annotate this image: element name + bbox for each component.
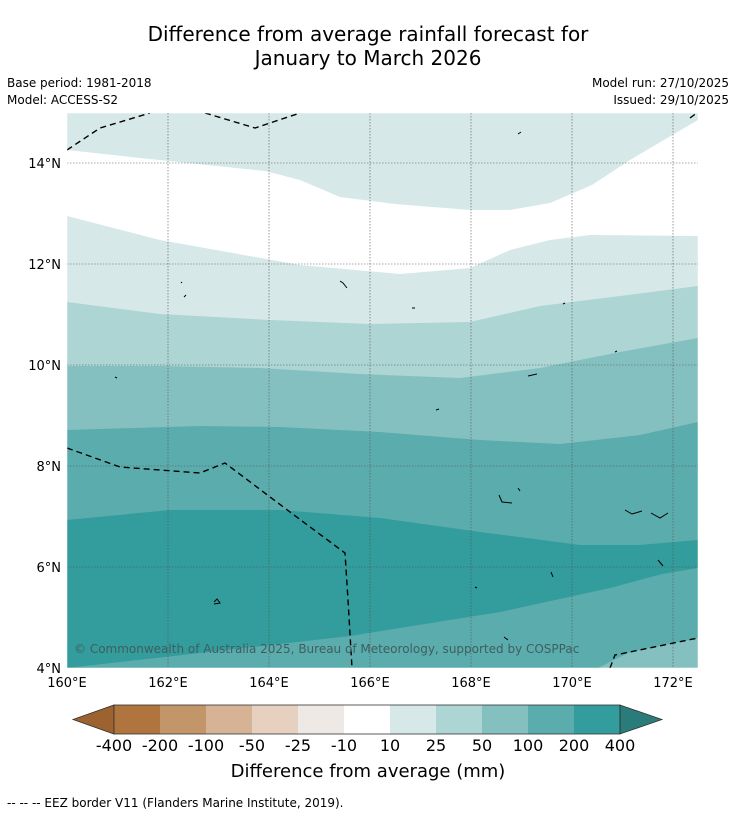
island xyxy=(650,512,669,519)
eez-borders xyxy=(67,113,698,668)
lon-tick-label: 172°E xyxy=(653,676,693,691)
island xyxy=(503,636,509,641)
colorbar-tick-label: -400 xyxy=(95,736,133,755)
island xyxy=(474,586,478,589)
colorbar-extend-high xyxy=(619,704,664,735)
issued-date: Issued: 29/10/2025 xyxy=(613,93,729,107)
island xyxy=(624,509,643,515)
lon-tick-label: 162°E xyxy=(148,676,188,691)
eez-border-west xyxy=(67,447,353,668)
eez-border-ne xyxy=(689,113,698,119)
colorbar-bin xyxy=(114,705,160,734)
island xyxy=(562,302,566,305)
island xyxy=(498,494,513,504)
colorbar xyxy=(71,704,664,735)
lat-tick-label: 12°N xyxy=(28,258,61,273)
colorbar-outline xyxy=(113,704,621,735)
islands xyxy=(114,131,669,641)
colorbar-title: Difference from average (mm) xyxy=(230,761,506,782)
eez-border-se xyxy=(609,637,698,668)
model-name: Model: ACCESS-S2 xyxy=(7,93,119,107)
lat-tick-label: 10°N xyxy=(28,359,61,374)
colorbar-bin xyxy=(482,705,528,734)
colorbar-bin xyxy=(160,705,206,734)
island xyxy=(183,294,187,298)
band-10 xyxy=(67,120,698,274)
lat-tick-labels: 14°N 12°N 10°N 8°N 6°N 4°N xyxy=(28,157,61,677)
eez-border-north xyxy=(67,113,151,151)
island xyxy=(339,280,348,289)
lat-tick-label: 4°N xyxy=(37,662,62,677)
lat-tick-label: 8°N xyxy=(37,460,62,475)
island xyxy=(180,281,183,284)
colorbar-tick-label: 100 xyxy=(512,736,544,755)
map-frame xyxy=(66,112,699,669)
chart-title: Difference from average rainfall forecas… xyxy=(0,22,736,70)
island xyxy=(213,598,221,605)
colorbar-tick-label: -25 xyxy=(284,736,312,755)
island xyxy=(435,408,440,411)
island xyxy=(657,559,664,567)
band-200 xyxy=(67,568,698,668)
lon-tick-label: 164°E xyxy=(249,676,289,691)
title-line-2: January to March 2026 xyxy=(254,46,482,70)
colorbar-tick-label: -100 xyxy=(187,736,225,755)
copyright-notice: © Commonwealth of Australia 2025, Bureau… xyxy=(74,642,579,656)
base-period: Base period: 1981-2018 xyxy=(7,76,152,90)
colorbar-tick-label: -10 xyxy=(330,736,358,755)
colorbar-extend-low xyxy=(71,704,115,735)
lat-tick-label: 6°N xyxy=(37,561,62,576)
island xyxy=(517,131,522,135)
lon-tick-label: 160°E xyxy=(47,676,87,691)
meta-left: Base period: 1981-2018 Model: ACCESS-S2 xyxy=(7,75,152,109)
lon-tick-label: 166°E xyxy=(350,676,390,691)
lon-tick-label: 170°E xyxy=(552,676,592,691)
gridlines xyxy=(67,113,698,668)
island xyxy=(527,373,538,377)
colorbar-bin xyxy=(528,705,574,734)
lon-tick-labels: 160°E 162°E 164°E 166°E 168°E 170°E 172°… xyxy=(47,676,693,691)
colorbar-bin xyxy=(206,705,252,734)
island xyxy=(114,376,118,379)
colorbar-bin xyxy=(344,705,390,734)
title-line-1: Difference from average rainfall forecas… xyxy=(147,22,589,46)
colorbar-tick-label: 200 xyxy=(558,736,590,755)
contour-fills xyxy=(67,113,698,668)
footer-legend: -- -- -- EEZ border V11 (Flanders Marine… xyxy=(7,796,344,810)
lon-tick-label: 168°E xyxy=(451,676,491,691)
eez-border-north-2 xyxy=(204,113,301,129)
colorbar-bin xyxy=(298,705,344,734)
colorbar-bin xyxy=(436,705,482,734)
colorbar-bin xyxy=(574,705,620,734)
lat-tick-label: 14°N xyxy=(28,157,61,172)
colorbar-tick-label: -200 xyxy=(141,736,179,755)
island xyxy=(614,350,618,353)
island xyxy=(550,571,554,578)
colorbar-bin xyxy=(252,705,298,734)
meta-right: Model run: 27/10/2025 Issued: 29/10/2025 xyxy=(592,75,729,109)
colorbar-bin xyxy=(390,705,436,734)
colorbar-tick-label: 10 xyxy=(379,736,401,755)
colorbar-tick-label: 25 xyxy=(425,736,447,755)
island xyxy=(517,487,521,492)
colorbar-tick-label: 400 xyxy=(604,736,636,755)
colorbar-tick-label: -50 xyxy=(238,736,266,755)
model-run: Model run: 27/10/2025 xyxy=(591,76,729,90)
colorbar-tick-label: 50 xyxy=(471,736,493,755)
